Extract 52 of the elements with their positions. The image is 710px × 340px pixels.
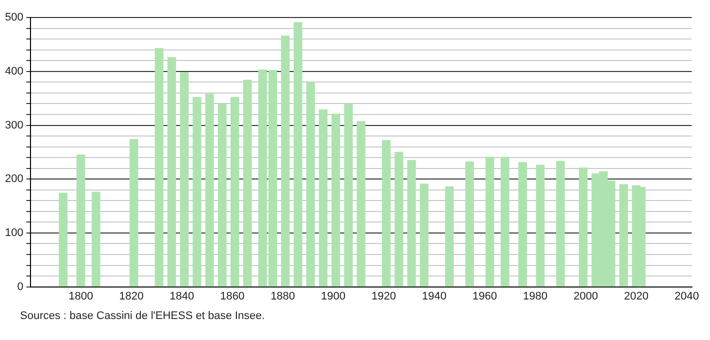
bar [331, 114, 340, 287]
bar [500, 156, 510, 287]
bar [280, 36, 290, 287]
x-tick-label: 1900 [321, 290, 346, 302]
bar [205, 94, 214, 287]
bar [167, 57, 176, 287]
bar [407, 160, 416, 287]
x-tick-label: 2000 [573, 290, 598, 302]
x-tick-label: 1800 [68, 290, 94, 302]
bar [465, 162, 474, 287]
bar [344, 104, 353, 287]
x-tick-label: 1860 [220, 290, 245, 302]
bar [356, 121, 366, 287]
bar [180, 72, 189, 287]
bar [619, 184, 628, 287]
bar [556, 161, 565, 287]
bar [243, 80, 252, 287]
x-tick-label: 1980 [523, 290, 548, 302]
bar [154, 48, 164, 287]
y-tick-label: 300 [4, 119, 24, 132]
source-note: Sources : base Cassini de l'EHESS et base Insee. [20, 310, 266, 322]
y-tick-label: 0 [17, 280, 24, 293]
y-tick-label: 100 [4, 226, 24, 239]
x-tick-label: 1960 [472, 290, 497, 302]
bar [394, 152, 404, 287]
x-tick-label: 1880 [270, 290, 296, 302]
bar [294, 22, 302, 287]
bar [536, 164, 545, 287]
y-tick-label: 500 [4, 12, 24, 24]
bar [230, 96, 240, 287]
x-tick-label: 1940 [422, 290, 447, 302]
bar [485, 156, 494, 287]
bar [445, 186, 454, 287]
x-tick-label: 1840 [170, 290, 194, 302]
x-tick-label: 1920 [372, 290, 396, 302]
bar [318, 109, 328, 287]
bar [382, 140, 391, 287]
bar [518, 162, 527, 287]
bar [76, 154, 86, 287]
x-tick-label: 2040 [674, 290, 699, 302]
bar [306, 82, 315, 287]
bar [578, 167, 588, 287]
bar [58, 192, 68, 287]
bar [218, 104, 227, 287]
bar [192, 96, 202, 287]
bar [130, 138, 138, 287]
x-tick-label: 1820 [119, 290, 144, 302]
bar [420, 184, 429, 287]
bar [92, 192, 100, 287]
y-tick-label: 200 [4, 173, 24, 186]
x-tick-label: 2020 [624, 290, 648, 302]
y-tick-label: 400 [4, 65, 24, 78]
